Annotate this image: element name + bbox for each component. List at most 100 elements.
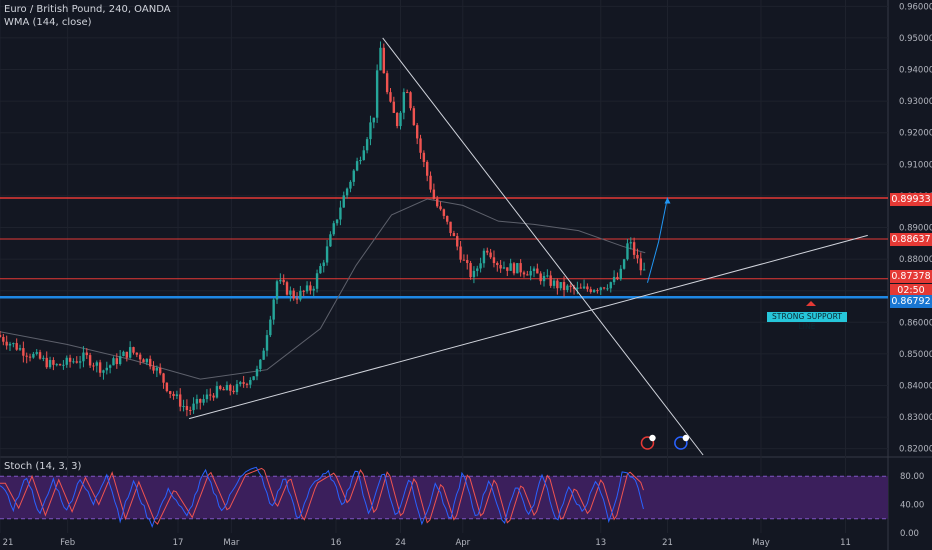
candle-body [185, 406, 189, 411]
candle-body [489, 252, 492, 258]
candle-body [592, 290, 596, 292]
candle-body [282, 279, 285, 283]
candle-body [199, 399, 202, 403]
x-tick-label: Mar [223, 538, 240, 548]
candle-body [502, 267, 506, 269]
candle-body [365, 139, 369, 151]
candle-body [419, 138, 422, 153]
candle-body [92, 365, 95, 367]
candle-body [22, 348, 25, 356]
strong-support-callout[interactable]: STRONG SUPPORT LINE [767, 312, 847, 331]
stoch-legend[interactable]: Stoch (14, 3, 3) [4, 461, 82, 472]
candle-body [15, 343, 18, 350]
candle-body [219, 386, 222, 390]
candle-body [135, 352, 139, 355]
candle-body [536, 268, 539, 274]
candle-body [305, 285, 309, 292]
stoch-axis: 80.00 40.00 0.00 [900, 472, 924, 539]
candle-body [45, 357, 48, 368]
candle-body [606, 288, 609, 290]
candle-body [452, 233, 456, 237]
candle-body [602, 287, 606, 289]
candle-body [262, 350, 265, 360]
candle-body [202, 399, 205, 403]
candle-body [492, 257, 496, 264]
event-marker-count-icon [649, 434, 656, 442]
x-tick-label: 21 [3, 538, 14, 548]
y-tick-label: 0.86000 [899, 318, 932, 328]
candle-body [128, 347, 132, 358]
projection-arrowhead [664, 197, 671, 204]
candle-body [82, 352, 85, 362]
candle-body [586, 286, 589, 290]
y-tick-label: 0.93000 [899, 97, 932, 107]
stoch-tick-label: 0.00 [900, 529, 919, 539]
y-tick-label: 0.83000 [899, 413, 932, 423]
candle-body [335, 219, 339, 224]
candle-body [449, 221, 452, 234]
candle-body [526, 274, 529, 276]
candle-body [122, 351, 125, 357]
candle-body [229, 384, 232, 391]
candle-body [496, 263, 499, 266]
wma-line [0, 198, 646, 380]
candle-body [589, 289, 592, 292]
candle-body [225, 384, 229, 391]
candle-body [349, 181, 352, 189]
trendlines[interactable] [188, 37, 868, 456]
y-tick-label: 0.91000 [899, 160, 932, 170]
stoch-tick-label: 40.00 [900, 501, 924, 511]
candle-body [189, 410, 192, 412]
candle-body [609, 282, 612, 289]
candle-body [108, 365, 112, 368]
candle-body [162, 373, 165, 383]
stoch-tick-label: 80.00 [900, 472, 924, 482]
candle-body [542, 275, 546, 282]
price-axis[interactable]: 0.96000 0.95000 0.94000 0.93000 0.92000 0.910… [899, 2, 932, 454]
candle-body [506, 267, 509, 271]
candle-body [529, 271, 532, 276]
time-axis[interactable]: 21 Feb 17 Mar 16 24 Apr 13 21 May 11 [3, 538, 851, 548]
trendline [382, 37, 704, 456]
candle-body [0, 334, 2, 338]
stoch-d-line [0, 467, 644, 525]
candle-body [239, 382, 242, 385]
horizontal-levels[interactable] [0, 197, 888, 299]
event-markers[interactable] [640, 434, 690, 450]
candle-body [48, 360, 52, 368]
stoch-k-line [0, 466, 644, 528]
event-marker-count-icon [682, 434, 690, 442]
candle-body [28, 356, 32, 358]
candle-body [405, 92, 409, 94]
candle-body [58, 364, 62, 366]
candle-body [629, 242, 632, 244]
candle-body [205, 394, 209, 400]
candle-body [392, 101, 396, 113]
candle-body [369, 122, 372, 140]
candle-body [549, 275, 552, 286]
candle-body [442, 209, 446, 216]
candle-body [479, 263, 482, 269]
y-tick-label: 0.84000 [899, 381, 932, 391]
candle-body [222, 389, 225, 391]
symbol-title[interactable]: Euro / British Pound, 240, OANDA [4, 4, 171, 15]
candle-body [292, 290, 295, 299]
candle-body [352, 170, 355, 182]
candle-body [252, 376, 255, 381]
candle-body [402, 92, 406, 113]
candle-body [209, 394, 212, 396]
candle-body [566, 285, 569, 290]
candle-body [42, 357, 45, 359]
candle-body [516, 263, 519, 274]
candle-body [38, 352, 42, 359]
candle-body [249, 380, 252, 385]
candle-body [395, 112, 399, 127]
candle-body [522, 272, 526, 275]
stochastic-pane [0, 466, 888, 528]
y-tick-label: 0.95000 [899, 34, 932, 44]
wma-legend[interactable]: WMA (144, close) [4, 17, 92, 28]
candle-body [476, 268, 479, 271]
candle-body [95, 362, 98, 366]
x-tick-label: May [752, 538, 770, 548]
